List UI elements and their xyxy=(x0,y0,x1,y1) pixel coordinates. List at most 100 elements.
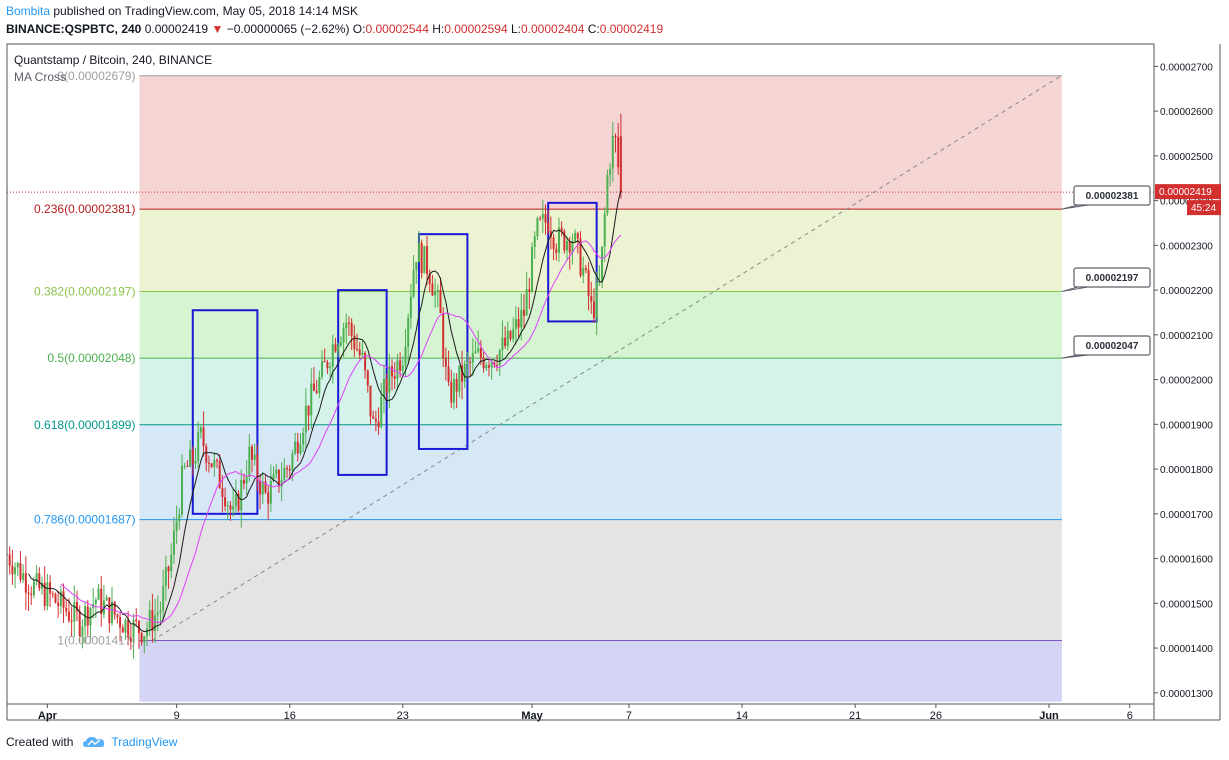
candle-body xyxy=(415,262,418,271)
candle-body xyxy=(146,628,149,637)
candle-body xyxy=(506,330,509,346)
time-tick-label: 16 xyxy=(284,710,296,722)
candle-body xyxy=(199,427,202,433)
candle-body xyxy=(391,366,394,377)
candle-body xyxy=(555,248,558,253)
candle-body xyxy=(321,361,324,377)
fib-level-label: 0.618(0.00001899) xyxy=(34,418,135,432)
candle-body xyxy=(288,469,291,471)
time-tick-label: May xyxy=(521,710,543,722)
candle-body xyxy=(248,446,251,477)
trendline xyxy=(152,74,1063,641)
candle-body xyxy=(181,465,184,515)
candle-body xyxy=(342,328,345,343)
fib-band xyxy=(139,75,1062,210)
moving-averages xyxy=(28,190,622,633)
candle-body xyxy=(595,282,598,318)
candle-body xyxy=(318,376,321,394)
fib-level-label: 0.786(0.00001687) xyxy=(34,513,135,527)
candle-body xyxy=(54,594,57,603)
candle-body xyxy=(76,602,79,612)
candle-body xyxy=(544,214,547,223)
candle-body xyxy=(242,479,245,484)
time-axis[interactable]: Apr 9 16 23 May 7 14 21 26 Jun 6 xyxy=(38,704,1133,722)
candle-body xyxy=(205,446,208,463)
tradingview-cloud-icon xyxy=(83,737,105,747)
candle-body xyxy=(240,479,243,511)
callout-pointer xyxy=(1061,286,1089,292)
candlesticks xyxy=(7,113,622,659)
candle-body xyxy=(601,246,604,282)
candle-body xyxy=(159,610,162,613)
fib-bands xyxy=(7,75,1154,702)
candle-body xyxy=(154,615,157,631)
candle-body xyxy=(372,416,375,419)
candle-body xyxy=(286,467,289,470)
fib-band xyxy=(139,640,1062,702)
candle-body xyxy=(81,626,84,637)
published-text: published on TradingView.com, May 05, 20… xyxy=(53,4,359,18)
candle-body xyxy=(315,390,318,394)
candle-body xyxy=(520,309,523,328)
fib-level-label: 0.236(0.00002381) xyxy=(34,202,135,216)
candle-body xyxy=(353,335,356,350)
candle-body xyxy=(582,268,585,276)
price-tick-label: 0.00002600 xyxy=(1160,107,1213,118)
highlight-box xyxy=(547,201,598,323)
current-price-label: 0.00002419 xyxy=(1159,187,1212,198)
candle-body xyxy=(124,619,127,633)
price-tick-label: 0.00002500 xyxy=(1160,152,1213,163)
candle-body xyxy=(226,505,229,507)
candle-body xyxy=(272,474,275,482)
candle-body xyxy=(22,573,25,580)
close-label: C: xyxy=(587,22,600,36)
fib-band xyxy=(139,519,1062,641)
candle-body xyxy=(172,530,175,555)
candle-body xyxy=(162,586,165,611)
candle-body xyxy=(323,361,326,363)
candle-body xyxy=(224,497,227,507)
price-tick-label: 0.00002700 xyxy=(1160,62,1213,73)
candle-body xyxy=(428,274,431,284)
candle-body xyxy=(380,396,383,428)
author-link[interactable]: Bombita xyxy=(6,4,51,18)
candle-body xyxy=(312,383,315,391)
candle-body xyxy=(135,619,138,622)
current-price-tag xyxy=(1155,184,1221,200)
time-tick-label: 6 xyxy=(1127,710,1133,722)
candle-body xyxy=(385,378,388,393)
candle-body xyxy=(32,581,35,596)
candle-body xyxy=(469,362,472,364)
candle-body xyxy=(442,312,445,359)
candle-body xyxy=(417,242,420,263)
candle-body xyxy=(14,567,17,575)
callout-label: 0.00002047 xyxy=(1086,341,1139,352)
tradingview-link[interactable]: TradingView xyxy=(111,735,178,749)
candle-body xyxy=(119,617,122,628)
price-callouts: 0.00002381 0.00002197 0.00002047 xyxy=(1061,185,1151,359)
candle-body xyxy=(264,481,267,493)
candle-body xyxy=(382,378,385,397)
candle-body xyxy=(369,385,372,417)
candle-body xyxy=(267,492,270,504)
price-axis[interactable]: 0.00001300 0.00001400 0.00001500 0.00001600… xyxy=(1154,62,1221,700)
candle-body xyxy=(304,405,307,433)
candle-body xyxy=(310,383,313,416)
fib-level-label: 0(0.00002679) xyxy=(57,69,135,83)
candle-body xyxy=(377,421,380,428)
candle-body xyxy=(606,174,609,214)
candle-body xyxy=(232,506,235,510)
candle-body xyxy=(256,454,259,481)
candle-body xyxy=(512,329,515,340)
candle-body xyxy=(65,607,68,612)
candle-body xyxy=(210,463,213,467)
candle-body xyxy=(183,465,186,467)
candle-body xyxy=(299,444,302,454)
candle-body xyxy=(140,633,143,643)
candle-body xyxy=(143,636,146,643)
candle-body xyxy=(496,365,499,367)
candle-body xyxy=(531,246,534,292)
fib-band xyxy=(139,209,1062,292)
countdown-tag xyxy=(1187,200,1221,216)
